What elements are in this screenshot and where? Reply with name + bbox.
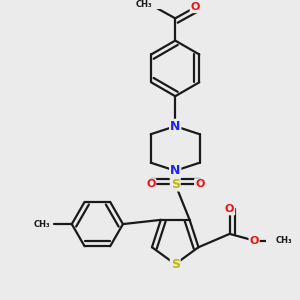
Text: O: O	[190, 2, 200, 12]
Text: S: S	[171, 258, 180, 271]
Text: N: N	[170, 164, 180, 177]
Text: O: O	[225, 204, 234, 214]
Text: O: O	[249, 236, 259, 246]
Text: CH₃: CH₃	[34, 220, 51, 229]
Text: S: S	[171, 178, 180, 190]
Text: O: O	[195, 179, 204, 189]
Text: CH₃: CH₃	[275, 236, 292, 245]
Text: O: O	[146, 179, 155, 189]
Text: CH₃: CH₃	[135, 1, 152, 10]
Text: N: N	[170, 120, 180, 133]
